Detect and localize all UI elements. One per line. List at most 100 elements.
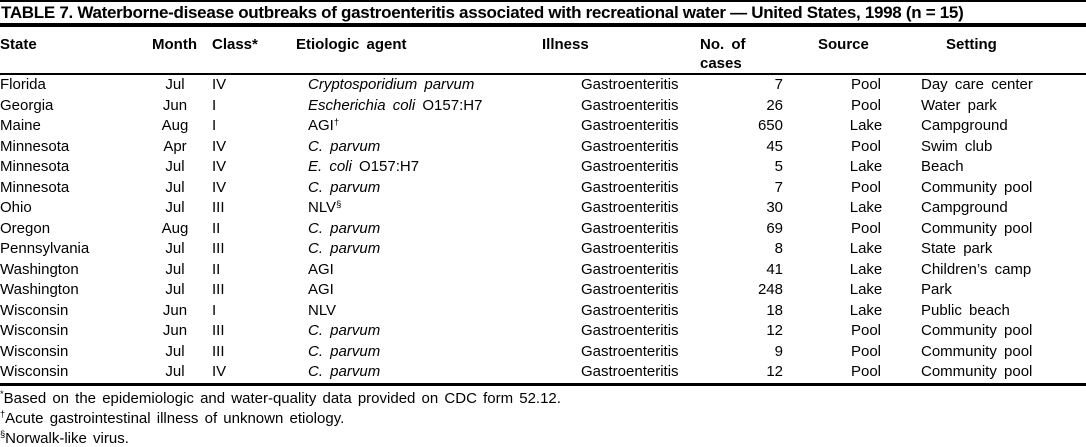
cell-setting: Swim club xyxy=(921,137,993,155)
agent-italic-name: E. coli xyxy=(308,158,352,175)
table-row: Wisconsin Jun III C. parvum Gastroenteri… xyxy=(0,321,1086,342)
cell-class: III xyxy=(212,322,225,339)
cell-state: Florida xyxy=(0,76,46,93)
cell-state: Pennsylvania xyxy=(0,240,90,257)
cell-month: Jun xyxy=(162,301,188,319)
cell-setting: Campground xyxy=(921,199,1008,216)
cell-setting: State park xyxy=(921,240,993,257)
cell-month: Jul xyxy=(165,363,185,380)
footnote-mark-section: § xyxy=(0,429,6,440)
agent-italic-name: C. parvum xyxy=(308,363,381,380)
footnote-class-definition: *Based on the epidemiologic and water-qu… xyxy=(0,389,1086,409)
table-row: Minnesota Jul IV E. coli O157:H7 Gastroe… xyxy=(0,157,1086,178)
cell-etiologic-agent: E. coli O157:H7 xyxy=(296,157,542,178)
cell-state: Washington xyxy=(0,281,79,298)
agent-footnote-mark: † xyxy=(333,116,340,127)
cell-month: Jul xyxy=(165,178,185,196)
cell-month: Jul xyxy=(165,342,185,360)
cell-illness: Gastroenteritis xyxy=(581,96,679,114)
cell-state: Wisconsin xyxy=(0,342,69,360)
table-row: Ohio Jul III NLV§ Gastroenteritis 30 Lak… xyxy=(0,198,1086,219)
cell-cases: 12 xyxy=(766,322,783,339)
table-row: Florida Jul IV Cryptosporidium parvum Ga… xyxy=(0,74,1086,96)
table-row: Maine Aug I AGI† Gastroenteritis 650 Lak… xyxy=(0,116,1086,137)
cell-source: Lake xyxy=(849,260,883,278)
cell-cases: 69 xyxy=(766,219,783,237)
col-header-class: Class* xyxy=(212,27,296,75)
cell-cases: 7 xyxy=(774,178,783,196)
table-title: TABLE 7. Waterborne-disease outbreaks of… xyxy=(0,0,1086,27)
cell-source: Pool xyxy=(850,219,882,237)
cell-setting: Water park xyxy=(921,96,997,114)
agent-roman-name: AGI xyxy=(308,117,334,134)
footnote-mark-dagger: † xyxy=(0,409,6,420)
cell-month: Aug xyxy=(161,219,189,237)
cell-illness: Gastroenteritis xyxy=(581,301,679,319)
cell-cases: 8 xyxy=(774,240,783,257)
cell-etiologic-agent: C. parvum xyxy=(296,239,542,260)
cell-setting: Children’s camp xyxy=(921,260,1032,278)
cell-etiologic-agent: AGI xyxy=(296,280,542,301)
cell-illness: Gastroenteritis xyxy=(581,322,679,339)
cell-illness: Gastroenteritis xyxy=(581,281,679,298)
agent-roman-name: NLV xyxy=(308,199,337,216)
cell-cases: 9 xyxy=(774,342,783,360)
cell-setting: Beach xyxy=(921,158,964,175)
cell-etiologic-agent: C. parvum xyxy=(296,178,542,199)
cell-etiologic-agent: NLV xyxy=(296,301,542,322)
cell-illness: Gastroenteritis xyxy=(581,260,679,278)
cell-month: Jul xyxy=(165,76,185,93)
cell-illness: Gastroenteritis xyxy=(581,178,679,196)
col-header-month: Month xyxy=(152,27,212,75)
cell-source: Lake xyxy=(849,301,883,319)
col-header-setting: Setting xyxy=(914,27,1086,75)
table-row: Minnesota Jul IV C. parvum Gastroenterit… xyxy=(0,178,1086,199)
cell-cases: 650 xyxy=(757,117,783,134)
cell-class: III xyxy=(212,342,225,360)
cell-class: I xyxy=(212,117,217,134)
cell-illness: Gastroenteritis xyxy=(581,219,679,237)
cell-class: IV xyxy=(212,363,227,380)
cell-illness: Gastroenteritis xyxy=(581,240,679,257)
cell-illness: Gastroenteritis xyxy=(581,158,679,175)
col-header-source: Source xyxy=(818,27,914,75)
agent-italic-name: C. parvum xyxy=(308,178,381,196)
cell-setting: Public beach xyxy=(921,301,1010,319)
cell-class: IV xyxy=(212,76,227,93)
cell-class: III xyxy=(212,281,225,298)
table-row: Wisconsin Jun I NLV Gastroenteritis 18 L… xyxy=(0,301,1086,322)
cell-state: Wisconsin xyxy=(0,322,69,339)
col-header-state: State xyxy=(0,27,152,75)
cell-month: Aug xyxy=(161,117,189,134)
cell-state: Washington xyxy=(0,260,79,278)
footnote-agi-definition: †Acute gastrointestinal illness of unkno… xyxy=(0,409,1086,429)
cell-class: III xyxy=(212,240,225,257)
table-row: Pennsylvania Jul III C. parvum Gastroent… xyxy=(0,239,1086,260)
cell-state: Wisconsin xyxy=(0,363,69,380)
cell-class: II xyxy=(212,219,221,237)
agent-italic-name: C. parvum xyxy=(308,342,381,360)
agent-roman-name: AGI xyxy=(308,281,334,298)
cell-etiologic-agent: Cryptosporidium parvum xyxy=(296,74,542,96)
cell-setting: Community pool xyxy=(921,178,1033,196)
cell-setting: Community pool xyxy=(921,219,1033,237)
cell-month: Jun xyxy=(162,322,188,339)
footnote-text: Acute gastrointestinal illness of unknow… xyxy=(5,409,345,427)
cell-etiologic-agent: AGI xyxy=(296,260,542,281)
footnote-mark-asterisk: * xyxy=(0,389,4,400)
cell-source: Pool xyxy=(850,76,882,93)
agent-italic-name: C. parvum xyxy=(308,322,381,339)
cell-illness: Gastroenteritis xyxy=(581,137,679,155)
cell-cases: 248 xyxy=(757,281,783,298)
cell-state: Minnesota xyxy=(0,158,70,175)
agent-italic-name: C. parvum xyxy=(308,137,381,155)
footnote-nlv-definition: §Norwalk-like virus. xyxy=(0,429,1086,447)
cell-state: Minnesota xyxy=(0,137,70,155)
cell-setting: Community pool xyxy=(921,322,1033,339)
cell-month: Jun xyxy=(162,96,188,114)
table-row: Wisconsin Jul IV C. parvum Gastroenterit… xyxy=(0,362,1086,384)
cases-header-line1: No. of xyxy=(700,36,746,53)
table-row: Wisconsin Jul III C. parvum Gastroenteri… xyxy=(0,342,1086,363)
cell-month: Jul xyxy=(165,281,185,298)
